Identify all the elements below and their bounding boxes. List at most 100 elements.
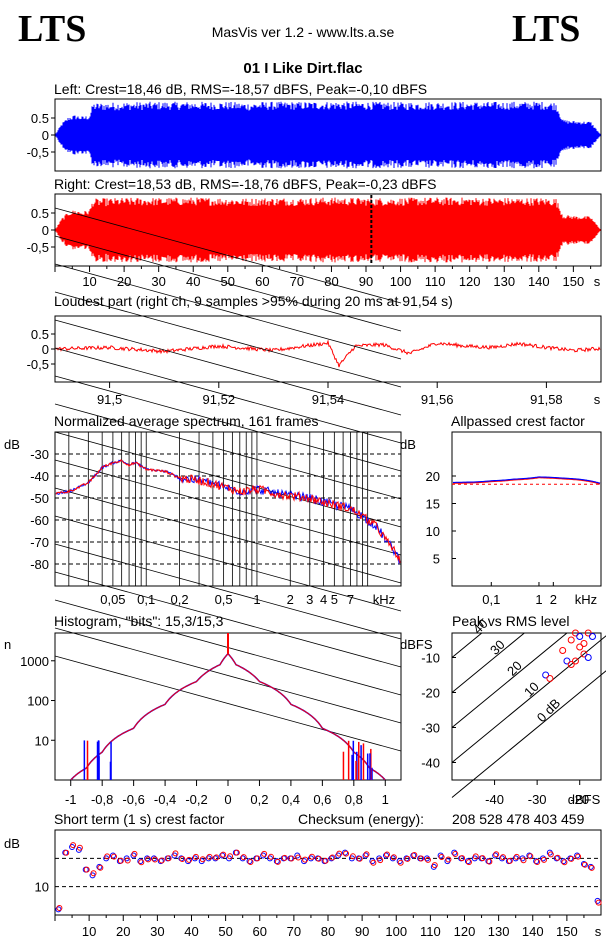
- short-crest-right-point: [145, 856, 152, 863]
- short-crest-right-point: [97, 864, 104, 871]
- time-axis-label: 100: [390, 274, 412, 289]
- short-crest-right-point: [540, 856, 547, 863]
- histogram-xtick-label: -1: [65, 792, 77, 807]
- histogram-xtick-label: -0,6: [122, 792, 144, 807]
- short-crest-right-point: [104, 853, 111, 860]
- short-crest-right-point: [308, 853, 315, 860]
- peak-rms-point: [576, 633, 584, 640]
- short-crest-right-point: [561, 859, 568, 866]
- spectrum-xtick-label: 0,5: [215, 592, 233, 607]
- histogram-xtick-label: 1: [382, 792, 389, 807]
- checksum-value: 208 528 478 403 459: [452, 811, 585, 827]
- histogram-right-series: [70, 653, 386, 781]
- peak-rms-diagonal: [451, 632, 483, 658]
- time-axis-label: 130: [493, 274, 515, 289]
- spectrum-ytick-label: -50: [30, 491, 49, 506]
- left-waveform-ytick-label: 0: [42, 128, 49, 143]
- short-crest-right-point: [472, 853, 479, 860]
- loudest-xtick-label: 91,56: [421, 392, 454, 407]
- short-crest-xtick-label: 90: [355, 924, 369, 939]
- peak-rms-xtick-label: -30: [528, 792, 547, 807]
- right-waveform-ytick-label: -0,5: [27, 240, 49, 255]
- spectrum-xtick-label: 2: [287, 592, 294, 607]
- short-crest-right-point: [76, 844, 83, 851]
- short-crest-right-point: [397, 859, 404, 866]
- short-crest-right-point: [445, 856, 452, 863]
- peak-rms-point: [580, 650, 588, 658]
- short-crest-right-point: [158, 857, 165, 864]
- short-crest-right-point: [315, 855, 322, 862]
- short-crest-left-point: [574, 852, 581, 859]
- short-crest-right-point: [240, 854, 247, 861]
- peak-rms-diagonal-label: 40: [470, 616, 491, 637]
- spectrum-title: Normalized average spectrum, 161 frames: [54, 413, 319, 429]
- short-crest-left-point: [205, 855, 212, 862]
- crest-factor-title: Allpassed crest factor: [451, 413, 585, 429]
- short-crest-right-point: [261, 850, 268, 857]
- short-crest-frame: [54, 829, 602, 916]
- spectrum-xtick-label: 3: [306, 592, 313, 607]
- time-axis-label: 70: [290, 274, 304, 289]
- short-crest-right-point: [418, 855, 425, 862]
- spectrum-slope-line: [54, 571, 402, 668]
- short-crest-right-point: [356, 855, 363, 862]
- loudest-ytick-label: 0: [42, 342, 49, 357]
- loudest-xunit: s: [594, 392, 601, 407]
- histogram-title: Histogram, "bits": 15,3/15,3: [54, 613, 224, 629]
- short-crest-xtick-label: 10: [82, 924, 96, 939]
- short-crest-right-point: [404, 855, 411, 862]
- short-crest-left-point: [533, 858, 540, 865]
- crest-factor-ytick-label: 15: [426, 497, 440, 512]
- short-crest-xtick-label: 20: [116, 924, 130, 939]
- loudest-frame: [54, 315, 602, 383]
- short-crest-right-point: [220, 851, 227, 858]
- histogram-xtick-label: 0,6: [313, 792, 331, 807]
- short-crest-right-point: [493, 851, 500, 858]
- short-crest-right-point: [227, 853, 234, 860]
- short-crest-right-point: [213, 854, 220, 861]
- short-crest-left-point: [110, 852, 117, 859]
- spectrum-slope-line: [54, 543, 402, 640]
- right-waveform-ytick-label: 0: [42, 223, 49, 238]
- time-axis-label: 40: [186, 274, 200, 289]
- short-crest-left-point: [383, 852, 390, 859]
- short-crest-right-point: [124, 857, 131, 864]
- short-crest-left-point: [219, 852, 226, 859]
- crest-factor-ytick-label: 20: [426, 469, 440, 484]
- crest-factor-xtick-label: 1: [535, 592, 542, 607]
- peak-rms-point: [542, 671, 550, 679]
- short-crest-right-point: [233, 849, 240, 856]
- short-crest-right-point: [588, 864, 595, 871]
- histogram-xtick-label: 0: [224, 792, 231, 807]
- short-crest-right-point: [199, 856, 206, 863]
- crest-factor-xunit: kHz: [575, 592, 597, 607]
- short-crest-right-point: [56, 905, 63, 912]
- short-crest-right-point: [172, 850, 179, 857]
- peak-rms-frame: [451, 632, 602, 781]
- spectrum-frame-top: [54, 431, 402, 587]
- short-crest-right-point: [390, 854, 397, 861]
- short-crest-ytick-label: 10: [35, 880, 49, 895]
- spectrum-mask-right: [402, 430, 442, 588]
- histogram-ytick-label: 10: [35, 733, 49, 748]
- right-waveform-title: Right: Crest=18,53 dB, RMS=-18,76 dBFS, …: [54, 176, 437, 192]
- histogram-xtick-label: 0,8: [345, 792, 363, 807]
- spectrum-slope-line: [54, 291, 402, 388]
- histogram-xtick-label: -0,4: [154, 792, 176, 807]
- crest-factor-left-series: [453, 476, 601, 485]
- spectrum-xtick-label: 4: [320, 592, 327, 607]
- short-crest-right-point: [186, 856, 193, 863]
- time-axis-label: 140: [528, 274, 550, 289]
- spectrum-xtick-label: 0,1: [137, 592, 155, 607]
- short-crest-xtick-label: 30: [150, 924, 164, 939]
- spectrum-ytick-label: -40: [30, 469, 49, 484]
- peak-rms-point: [567, 661, 575, 668]
- loudest-ytick-label: -0,5: [27, 357, 49, 372]
- short-crest-left-point: [55, 906, 62, 913]
- peak-rms-diagonal-label: 10: [521, 679, 542, 700]
- histogram-ylabel: n: [4, 637, 11, 652]
- short-crest-right-point: [336, 850, 343, 857]
- short-crest-left-point: [246, 858, 253, 865]
- histogram-xtick-label: -0,8: [91, 792, 113, 807]
- short-crest-left-point: [178, 855, 185, 862]
